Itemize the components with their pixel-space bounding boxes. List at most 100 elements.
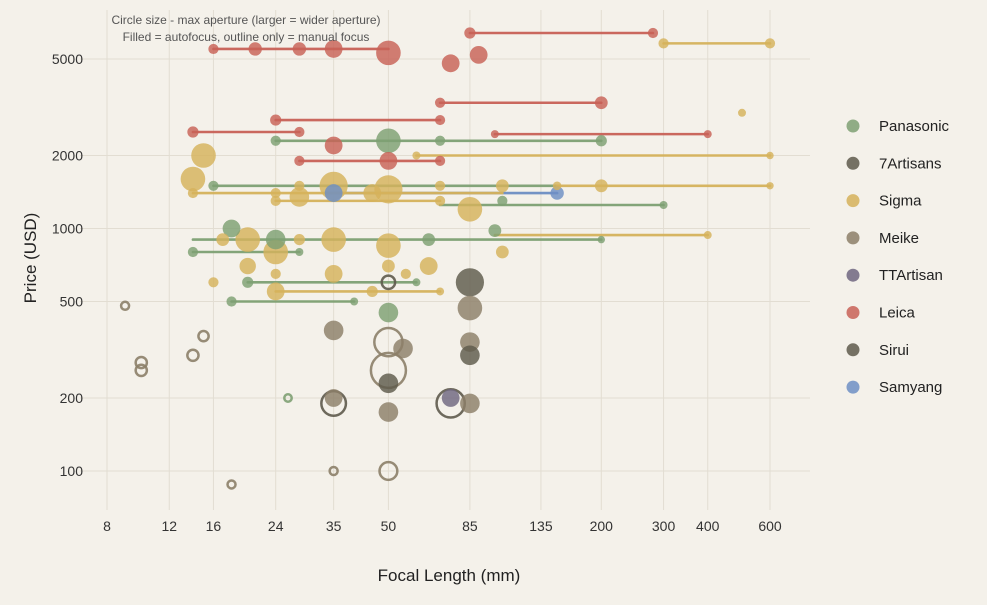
x-axis-label: Focal Length (mm) (378, 566, 521, 585)
x-tick-label-200: 200 (590, 518, 614, 534)
x-tick-label-24: 24 (268, 518, 284, 534)
point-meike-20 (323, 320, 344, 341)
point-panasonic-72 (434, 135, 446, 146)
point-panasonic-96 (295, 248, 304, 257)
point-panasonic-87 (226, 296, 237, 307)
point-sigma-9 (180, 166, 206, 192)
point-leica-92 (703, 130, 712, 139)
x-tick-label-12: 12 (161, 518, 177, 534)
point-leica-43 (292, 42, 307, 56)
point-meike-61 (186, 348, 200, 363)
point-panasonic-49 (488, 224, 502, 238)
point-samyang-32 (324, 184, 343, 202)
point-sigma-35 (419, 257, 438, 275)
point-leica-29 (469, 45, 488, 64)
point-sigma-48 (594, 179, 608, 193)
x-tick-label-50: 50 (381, 518, 397, 534)
point-ttartisan-39 (441, 389, 460, 407)
x-tick-label-135: 135 (529, 518, 553, 534)
point-sigma-89 (552, 181, 562, 191)
point-7artisans-45 (380, 274, 397, 291)
point-sigma-103 (766, 151, 774, 160)
point-meike-101 (328, 465, 339, 477)
point-sigma-53 (382, 259, 395, 273)
point-meike-15 (457, 295, 483, 321)
point-panasonic-7 (376, 128, 401, 154)
point-sigma-17 (289, 187, 310, 207)
point-sigma-90 (738, 108, 747, 117)
x-tick-label-400: 400 (696, 518, 720, 534)
point-sigma-86 (208, 277, 219, 288)
point-sigma-47 (495, 179, 509, 193)
y-tick-label-500: 500 (60, 293, 84, 309)
point-meike-62 (134, 355, 149, 370)
point-sigma-81 (434, 195, 446, 206)
point-sigma-79 (270, 187, 281, 199)
point-sigma-10 (457, 196, 483, 222)
point-panasonic-19 (378, 302, 399, 323)
point-sigma-37 (266, 282, 285, 301)
point-sigma-36 (324, 264, 343, 283)
point-sigma-11 (235, 227, 261, 252)
point-sigma-33 (363, 184, 382, 202)
x-tick-label-300: 300 (652, 518, 676, 534)
point-layer (119, 27, 776, 490)
point-sigma-77 (434, 180, 446, 191)
point-sigma-80 (270, 195, 281, 206)
point-panasonic-99 (350, 297, 359, 306)
legend-swatch-leica (846, 306, 860, 319)
point-leica-91 (490, 130, 499, 139)
y-tick-label-200: 200 (60, 390, 84, 406)
point-meike-40 (378, 460, 399, 482)
point-sigma-60 (366, 285, 378, 298)
point-meike-25 (460, 393, 480, 414)
point-sigma-50 (216, 233, 230, 246)
x-tick-label-16: 16 (206, 518, 222, 534)
point-sigma-12 (321, 227, 346, 252)
point-panasonic-105 (597, 235, 605, 244)
point-samyang-44 (550, 186, 564, 200)
point-leica-54 (464, 27, 476, 39)
point-sigma-41 (239, 257, 256, 275)
point-7artisans-23 (460, 345, 480, 366)
point-leica-70 (294, 126, 305, 138)
legend-swatch-ttartisan (846, 268, 860, 282)
point-meike-100 (119, 300, 131, 312)
legend-swatch-panasonic (846, 119, 860, 133)
tick-layer: 8 12 16 24 35 50 85 135 200 300 400 600 100 200 500 100… (52, 51, 782, 534)
point-meike-63 (134, 363, 149, 378)
point-leica-68 (434, 97, 446, 108)
point-sigma-8 (191, 143, 216, 168)
point-leica-65 (647, 27, 659, 39)
legend: Panasonic 7Artisans Sigma Meike TTArtisan Lei… (846, 118, 950, 396)
point-leica-30 (324, 136, 343, 155)
point-sigma-93 (412, 151, 421, 160)
legend-swatch-samyang (846, 380, 860, 394)
point-sigma-95 (703, 231, 712, 240)
legend-swatch-sigma (846, 194, 860, 208)
point-meike-21 (393, 338, 413, 359)
x-tick-label-35: 35 (326, 518, 342, 534)
legend-label-sigma: Sigma (879, 193, 922, 210)
point-panasonic-83 (187, 246, 199, 258)
point-leica-74 (434, 155, 446, 167)
point-sigma-66 (658, 38, 669, 49)
point-panasonic-57 (595, 135, 607, 147)
point-leica-56 (187, 126, 199, 138)
point-meike-38 (324, 389, 343, 407)
point-sigma-78 (187, 187, 199, 199)
point-meike-102 (226, 479, 237, 490)
point-sigma-76 (294, 180, 305, 191)
point-meike-88 (197, 329, 210, 343)
point-panasonic-94 (659, 200, 668, 209)
legend-swatch-7artisans (846, 156, 860, 170)
point-leica-6 (376, 40, 401, 66)
point-leica-27 (324, 40, 343, 58)
legend-label-meike: Meike (879, 230, 919, 247)
point-panasonic-75 (208, 180, 219, 191)
legend-label-sirui: Sirui (879, 342, 909, 359)
point-panasonic-18 (265, 229, 286, 250)
point-leica-55 (270, 114, 282, 126)
